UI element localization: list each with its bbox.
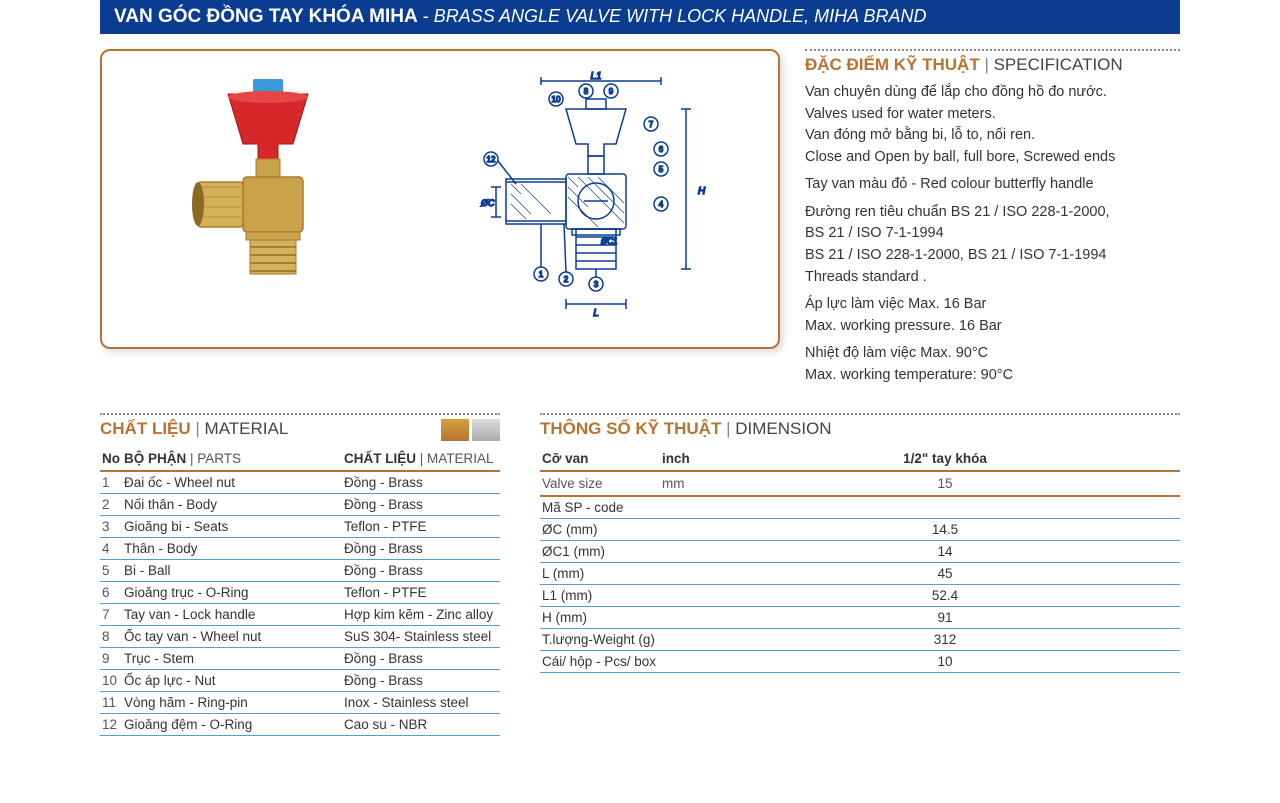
dimension-heading: THÔNG SỐ KỸ THUẬT | DIMENSION [540, 419, 1180, 439]
table-row: ØC1 (mm)14 [540, 541, 1180, 563]
table-row: 1Đai ốc - Wheel nutĐồng - Brass [100, 471, 500, 494]
table-row: 6Gioăng trục - O-RingTeflon - PTFE [100, 582, 500, 604]
svg-text:ØC: ØC [480, 198, 495, 208]
spec-line: Close and Open by ball, full bore, Screw… [805, 148, 1180, 168]
spec-line: Threads standard . [805, 268, 1180, 288]
spec-heading: ĐẶC ĐIỂM KỸ THUẬT | SPECIFICATION [805, 55, 1180, 75]
svg-text:12: 12 [486, 155, 495, 164]
spec-line: Van chuyên dùng để lắp cho đồng hồ đo nư… [805, 83, 1180, 103]
table-row: 8Ốc tay van - Wheel nutSuS 304- Stainles… [100, 626, 500, 648]
svg-text:2: 2 [564, 275, 569, 284]
svg-text:L1: L1 [590, 71, 601, 82]
table-row: 11Vòng hãm - Ring-pinInox - Stainless st… [100, 692, 500, 714]
dimension-block: THÔNG SỐ KỸ THUẬT | DIMENSION Cỡ van inc… [540, 413, 1180, 736]
table-row: 3Gioăng bi - SeatsTeflon - PTFE [100, 516, 500, 538]
svg-text:3: 3 [594, 280, 599, 289]
table-row: H (mm)91 [540, 607, 1180, 629]
svg-text:10: 10 [551, 95, 560, 104]
svg-text:9: 9 [609, 87, 614, 96]
svg-text:5: 5 [659, 165, 664, 174]
table-row: 7Tay van - Lock handleHợp kim kẽm - Zinc… [100, 604, 500, 626]
svg-text:1: 1 [539, 270, 544, 279]
dimension-table: Cỡ van inch 1/2" tay khóa Valve size mm … [540, 447, 1180, 673]
svg-text:4: 4 [659, 200, 664, 209]
material-block: CHẤT LIỆU | MATERIAL No BỘ PHẬN [100, 413, 500, 736]
table-row: Mã SP - code [540, 496, 1180, 519]
table-row: L1 (mm)52.4 [540, 585, 1180, 607]
spec-line: BS 21 / ISO 7-1-1994 [805, 224, 1180, 244]
svg-text:L: L [593, 308, 599, 319]
steel-swatch [472, 419, 500, 441]
table-row: T.lượng-Weight (g)312 [540, 629, 1180, 651]
table-row: 9Trục - StemĐồng - Brass [100, 648, 500, 670]
table-row: Cái/ hộp - Pcs/ box10 [540, 651, 1180, 673]
product-image-box: L1 10 8 9 7 6 5 [100, 49, 780, 349]
spec-line: BS 21 / ISO 228-1-2000, BS 21 / ISO 7-1-… [805, 246, 1180, 266]
spec-line: Nhiệt độ làm việc Max. 90°C [805, 344, 1180, 364]
table-row: 4Thân - BodyĐồng - Brass [100, 538, 500, 560]
brass-swatch [441, 419, 469, 441]
title-en: BRASS ANGLE VALVE WITH LOCK HANDLE, MIHA… [434, 6, 927, 26]
table-row: L (mm)45 [540, 563, 1180, 585]
spec-line: Van đóng mở bằng bi, lỗ to, nối ren. [805, 126, 1180, 146]
product-photo [120, 61, 415, 337]
title-vn: VAN GÓC ĐỒNG TAY KHÓA MIHA [114, 6, 418, 27]
material-table: No BỘ PHẬN | PARTS CHẤT LIỆU | MATERIAL [100, 447, 500, 736]
spec-line: Max. working temperature: 90°C [805, 366, 1180, 386]
spec-line: Tay van màu đỏ - Red colour butterfly ha… [805, 175, 1180, 195]
spec-line: Áp lực làm việc Max. 16 Bar [805, 295, 1180, 315]
svg-text:6: 6 [659, 145, 664, 154]
svg-text:8: 8 [584, 87, 589, 96]
table-row: 5Bi - BallĐồng - Brass [100, 560, 500, 582]
spec-line: Valves used for water meters. [805, 105, 1180, 125]
svg-text:ØC1: ØC1 [600, 237, 617, 246]
table-row: 10Ốc áp lực - NutĐồng - Brass [100, 670, 500, 692]
spec-line: Max. working pressure. 16 Bar [805, 317, 1180, 337]
table-row: 2Nối thân - BodyĐồng - Brass [100, 494, 500, 516]
spec-block: ĐẶC ĐIỂM KỸ THUẬT | SPECIFICATION Van ch… [805, 49, 1180, 393]
table-row: 12Gioăng đệm - O-RingCao su - NBR [100, 714, 500, 736]
spec-lines: Van chuyên dùng để lắp cho đồng hồ đo nư… [805, 83, 1180, 385]
svg-text:7: 7 [649, 120, 654, 129]
technical-diagram: L1 10 8 9 7 6 5 [432, 61, 760, 337]
table-row: ØC (mm)14.5 [540, 519, 1180, 541]
material-heading: CHẤT LIỆU | MATERIAL [100, 419, 500, 439]
material-swatches [441, 419, 500, 441]
svg-text:H: H [698, 186, 706, 197]
spec-line: Đường ren tiêu chuẩn BS 21 / ISO 228-1-2… [805, 203, 1180, 223]
title-bar: VAN GÓC ĐỒNG TAY KHÓA MIHA - BRASS ANGLE… [100, 0, 1180, 34]
